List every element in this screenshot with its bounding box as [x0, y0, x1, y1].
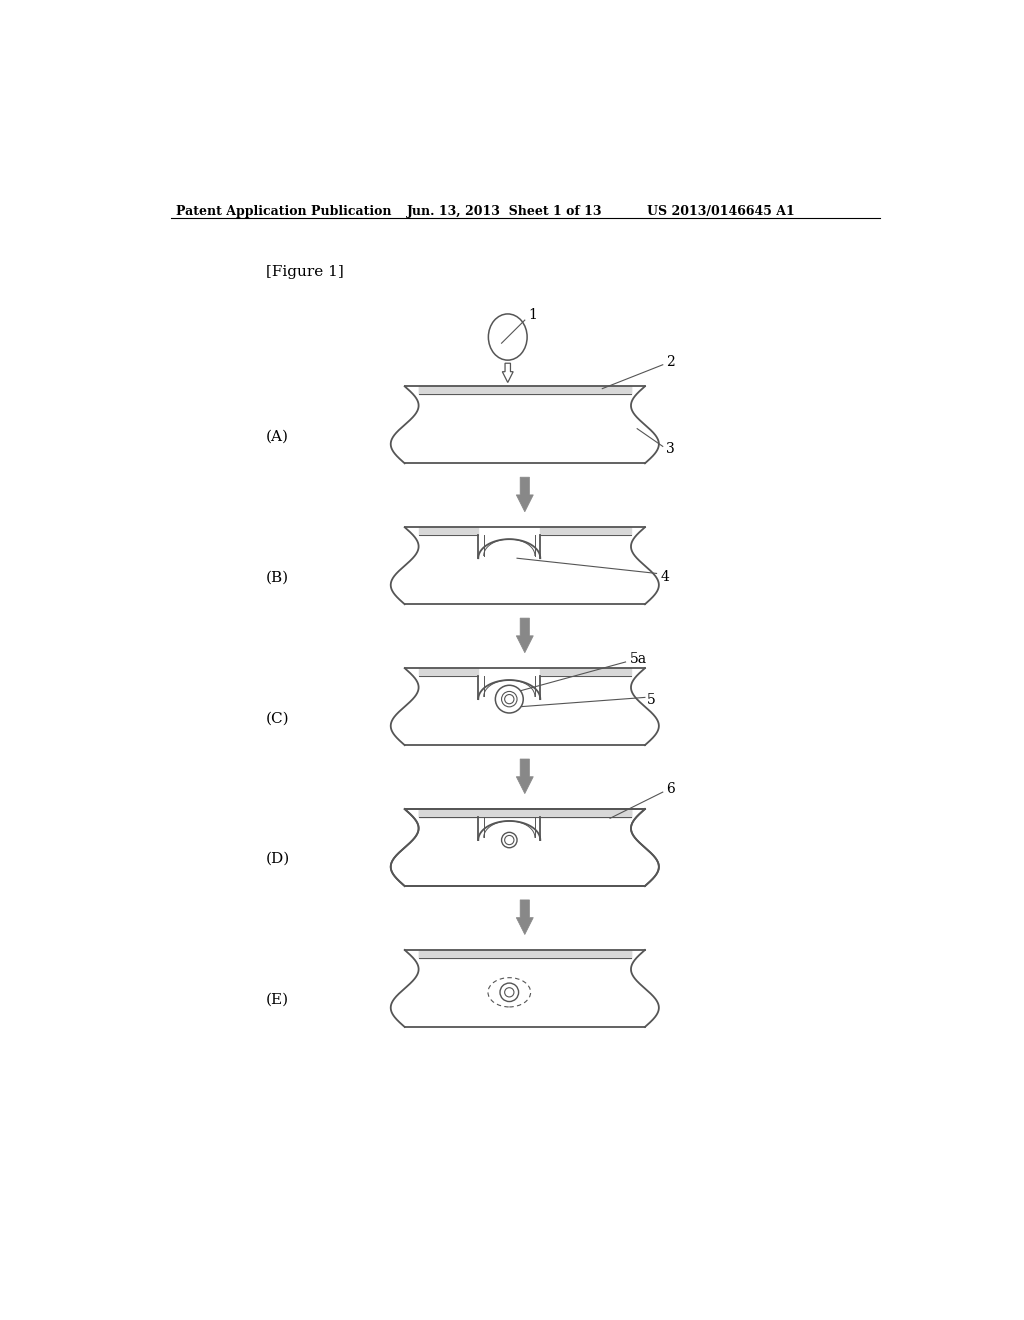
Text: 6: 6 — [666, 781, 675, 796]
Text: Patent Application Publication: Patent Application Publication — [176, 205, 391, 218]
Text: 5: 5 — [647, 693, 656, 708]
Polygon shape — [419, 950, 631, 958]
Polygon shape — [541, 668, 631, 676]
Polygon shape — [541, 809, 631, 817]
Polygon shape — [391, 809, 658, 886]
Circle shape — [505, 987, 514, 997]
Polygon shape — [516, 900, 534, 935]
Text: [Figure 1]: [Figure 1] — [266, 264, 344, 279]
Polygon shape — [478, 809, 541, 840]
Text: 2: 2 — [666, 355, 675, 368]
Text: (A): (A) — [266, 429, 289, 444]
Polygon shape — [541, 527, 631, 535]
Polygon shape — [419, 527, 478, 535]
Circle shape — [496, 685, 523, 713]
Polygon shape — [478, 527, 541, 558]
Polygon shape — [419, 387, 631, 395]
Polygon shape — [391, 950, 658, 1027]
Circle shape — [502, 692, 517, 706]
Text: (B): (B) — [266, 570, 289, 585]
Polygon shape — [516, 478, 534, 512]
Polygon shape — [419, 809, 631, 817]
Polygon shape — [419, 809, 478, 817]
Polygon shape — [503, 363, 513, 383]
Polygon shape — [391, 387, 658, 463]
Text: 4: 4 — [660, 569, 670, 583]
Text: 1: 1 — [528, 309, 538, 322]
Text: US 2013/0146645 A1: US 2013/0146645 A1 — [647, 205, 795, 218]
Circle shape — [502, 833, 517, 847]
Polygon shape — [391, 527, 658, 605]
Polygon shape — [419, 668, 478, 676]
Polygon shape — [478, 668, 541, 700]
Circle shape — [500, 983, 518, 1002]
Circle shape — [505, 836, 514, 845]
Polygon shape — [516, 759, 534, 793]
Text: (D): (D) — [266, 853, 290, 866]
Text: 3: 3 — [666, 442, 675, 457]
Polygon shape — [391, 809, 658, 886]
Polygon shape — [391, 668, 658, 744]
Text: (E): (E) — [266, 993, 289, 1007]
Polygon shape — [516, 618, 534, 653]
Text: Jun. 13, 2013  Sheet 1 of 13: Jun. 13, 2013 Sheet 1 of 13 — [407, 205, 602, 218]
Text: (C): (C) — [266, 711, 290, 725]
Circle shape — [505, 694, 514, 704]
Text: 5a: 5a — [630, 652, 646, 665]
